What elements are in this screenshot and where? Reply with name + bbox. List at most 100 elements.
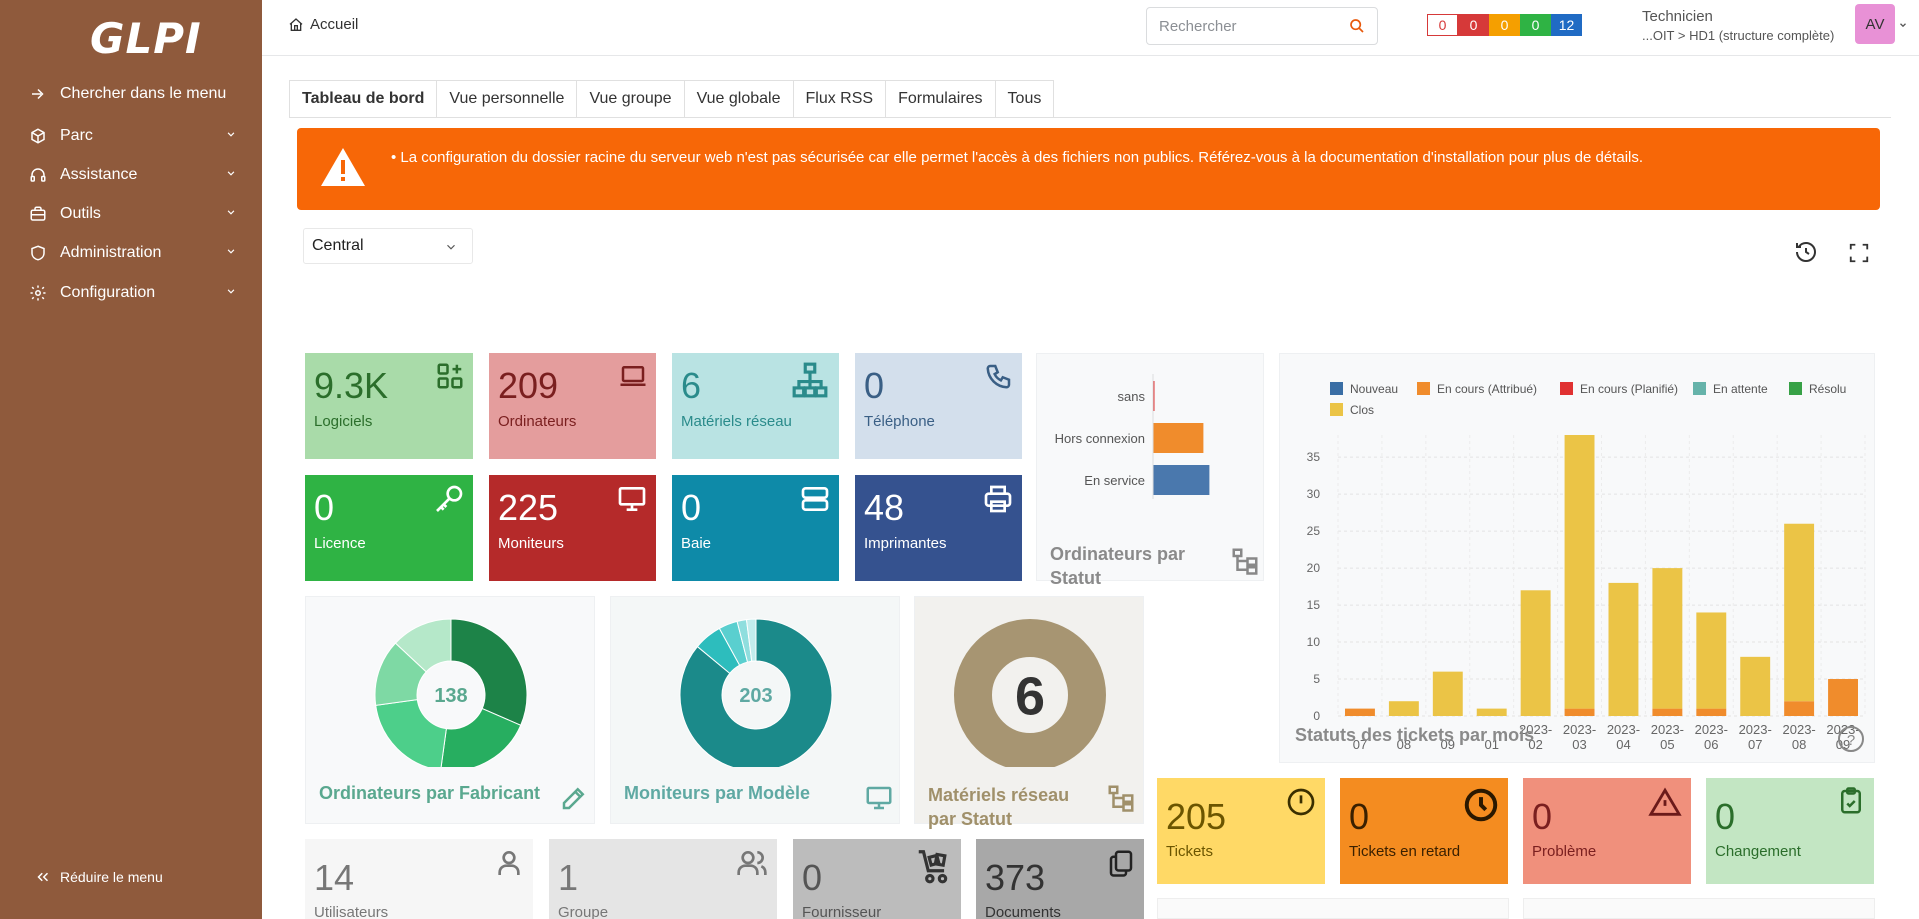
ticket-bar-segment (1432, 671, 1463, 716)
card-baie[interactable]: 0 Baie (672, 475, 839, 581)
glpi-logo[interactable]: GLPI (72, 12, 201, 63)
tab-flux-rss[interactable]: Flux RSS (792, 80, 886, 118)
card-probleme[interactable]: 0 Problème (1523, 778, 1691, 884)
card-licence[interactable]: 0 Licence (305, 475, 473, 581)
card-ordinateurs[interactable]: 209 Ordinateurs (489, 353, 656, 459)
collapse-menu-button[interactable]: Réduire le menu (34, 868, 163, 886)
dashboard-select[interactable]: Central (303, 228, 473, 264)
x-tick-label: 2023- (1739, 722, 1772, 737)
tab-vue-personnelle[interactable]: Vue personnelle (436, 80, 577, 118)
profile-entity[interactable]: ...OIT > HD1 (structure complète) (1642, 28, 1835, 43)
chart-title: Ordinateurs par Fabricant (319, 783, 541, 803)
card-label: Logiciels (314, 413, 373, 430)
chevron-down-icon[interactable] (1898, 20, 1908, 30)
sidebar-item-label: Configuration (60, 284, 156, 301)
briefcase-icon (28, 204, 48, 224)
tickets-bar-chart: Nouveau En cours (Attribué) En cours (Plan… (1295, 382, 1866, 752)
dashboard-select-value: Central (312, 237, 364, 254)
sidebar-item-assistance[interactable]: Assistance (28, 158, 238, 192)
x-tick-label: 09 (1441, 737, 1455, 752)
menu-search[interactable]: Chercher dans le menu (28, 77, 238, 111)
alert-message: • La configuration du dossier racine du … (391, 149, 1644, 166)
chart-ordinateurs-par-fabricant: 138 Ordinateurs par Fabricant (305, 596, 595, 824)
avatar[interactable]: AV (1855, 4, 1895, 44)
tab-tous[interactable]: Tous (994, 80, 1055, 118)
counter-badge[interactable]: 12 (1551, 14, 1582, 36)
card-tickets[interactable]: 205 Tickets (1157, 778, 1325, 884)
card-groupe[interactable]: 1 Groupe (549, 839, 777, 919)
network-icon (792, 362, 828, 398)
ticket-bar-segment (1608, 582, 1639, 716)
status-chart-bar (1153, 465, 1210, 495)
tab-vue-globale[interactable]: Vue globale (683, 80, 793, 118)
sidebar: GLPI Chercher dans le menu Parc Assistan… (0, 0, 262, 919)
search-icon[interactable] (1349, 18, 1365, 34)
security-alert: • La configuration du dossier racine du … (297, 128, 1880, 210)
card-label: Baie (681, 535, 712, 552)
counter-badge[interactable]: 0 (1427, 14, 1458, 36)
ticket-bar-segment (1828, 679, 1858, 716)
ticket-bar-segment (1652, 568, 1683, 709)
card-value: 1 (558, 857, 579, 898)
x-tick-label: 05 (1660, 737, 1674, 752)
ticket-bar-segment (1740, 656, 1771, 716)
card-imprimantes[interactable]: 48 Imprimantes (855, 475, 1022, 581)
card-materiels-reseau[interactable]: 6 Matériels réseau (672, 353, 839, 459)
history-icon[interactable] (1794, 240, 1818, 264)
counter-badge[interactable]: 0 (1458, 14, 1489, 36)
tab-tableau-de-bord[interactable]: Tableau de bord (289, 80, 437, 118)
card-logiciels[interactable]: 9.3K Logiciels (305, 353, 473, 459)
sidebar-item-administration[interactable]: Administration (28, 236, 238, 270)
donut-slice (450, 618, 528, 726)
card-changement[interactable]: 0 Changement (1706, 778, 1874, 884)
card-label: Tickets (1166, 843, 1213, 860)
search-input[interactable] (1159, 17, 1339, 35)
ticket-bar-segment (1345, 708, 1375, 716)
donut-chart: 6 (954, 619, 1106, 767)
home-icon (289, 17, 303, 31)
gear-icon (28, 283, 48, 303)
ticket-bar-segment (1696, 708, 1727, 716)
breadcrumb-home[interactable]: Accueil (288, 16, 358, 33)
y-tick-label: 20 (1307, 561, 1321, 575)
printer-icon (984, 485, 1012, 513)
card-value: 209 (498, 365, 559, 406)
card-moniteurs[interactable]: 225 Moniteurs (489, 475, 656, 581)
card-telephone[interactable]: 0 Téléphone (855, 353, 1022, 459)
card-placeholder (1523, 898, 1875, 919)
counter-badge[interactable]: 0 (1520, 14, 1551, 36)
chevron-down-icon (227, 210, 235, 215)
card-fournisseur[interactable]: 0 Fournisseur (793, 839, 961, 919)
status-chart-category-label: sans (1118, 389, 1146, 404)
card-value: 14 (314, 857, 355, 898)
card-label: Moniteurs (498, 535, 564, 552)
tab-vue-groupe[interactable]: Vue groupe (576, 80, 684, 118)
profile-role[interactable]: Technicien (1642, 8, 1713, 25)
donut-center-value: 6 (1015, 666, 1045, 726)
card-value: 0 (314, 487, 335, 528)
status-chart-category-label: En service (1084, 473, 1145, 488)
sidebar-item-parc[interactable]: Parc (28, 119, 238, 153)
question-icon[interactable]: ? (1838, 726, 1864, 752)
donut-slice (440, 707, 522, 767)
user-icon (498, 851, 520, 875)
tab-formulaires[interactable]: Formulaires (885, 80, 995, 118)
status-chart-category-label: Hors connexion (1055, 431, 1145, 446)
chevron-down-icon (227, 249, 235, 254)
card-utilisateurs[interactable]: 14 Utilisateurs (305, 839, 533, 919)
fullscreen-icon[interactable] (1848, 242, 1870, 264)
counter-badge[interactable]: 0 (1489, 14, 1520, 36)
legend-label: Nouveau (1350, 382, 1398, 396)
sidebar-item-outils[interactable]: Outils (28, 197, 238, 231)
collapse-menu-label: Réduire le menu (60, 869, 163, 885)
x-tick-label: 2023- (1519, 722, 1552, 737)
ticket-bar-segment (1652, 708, 1683, 716)
sidebar-item-configuration[interactable]: Configuration (28, 276, 238, 310)
card-value: 225 (498, 487, 559, 528)
hierarchy-icon (1108, 785, 1134, 812)
y-tick-label: 35 (1307, 450, 1321, 464)
global-search[interactable] (1146, 7, 1378, 45)
card-tickets-en-retard[interactable]: 0 Tickets en retard (1340, 778, 1508, 884)
clock-icon (1464, 788, 1498, 822)
card-documents[interactable]: 373 Documents (976, 839, 1144, 919)
